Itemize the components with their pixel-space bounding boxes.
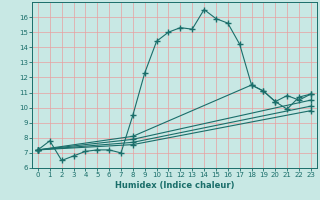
X-axis label: Humidex (Indice chaleur): Humidex (Indice chaleur): [115, 181, 234, 190]
